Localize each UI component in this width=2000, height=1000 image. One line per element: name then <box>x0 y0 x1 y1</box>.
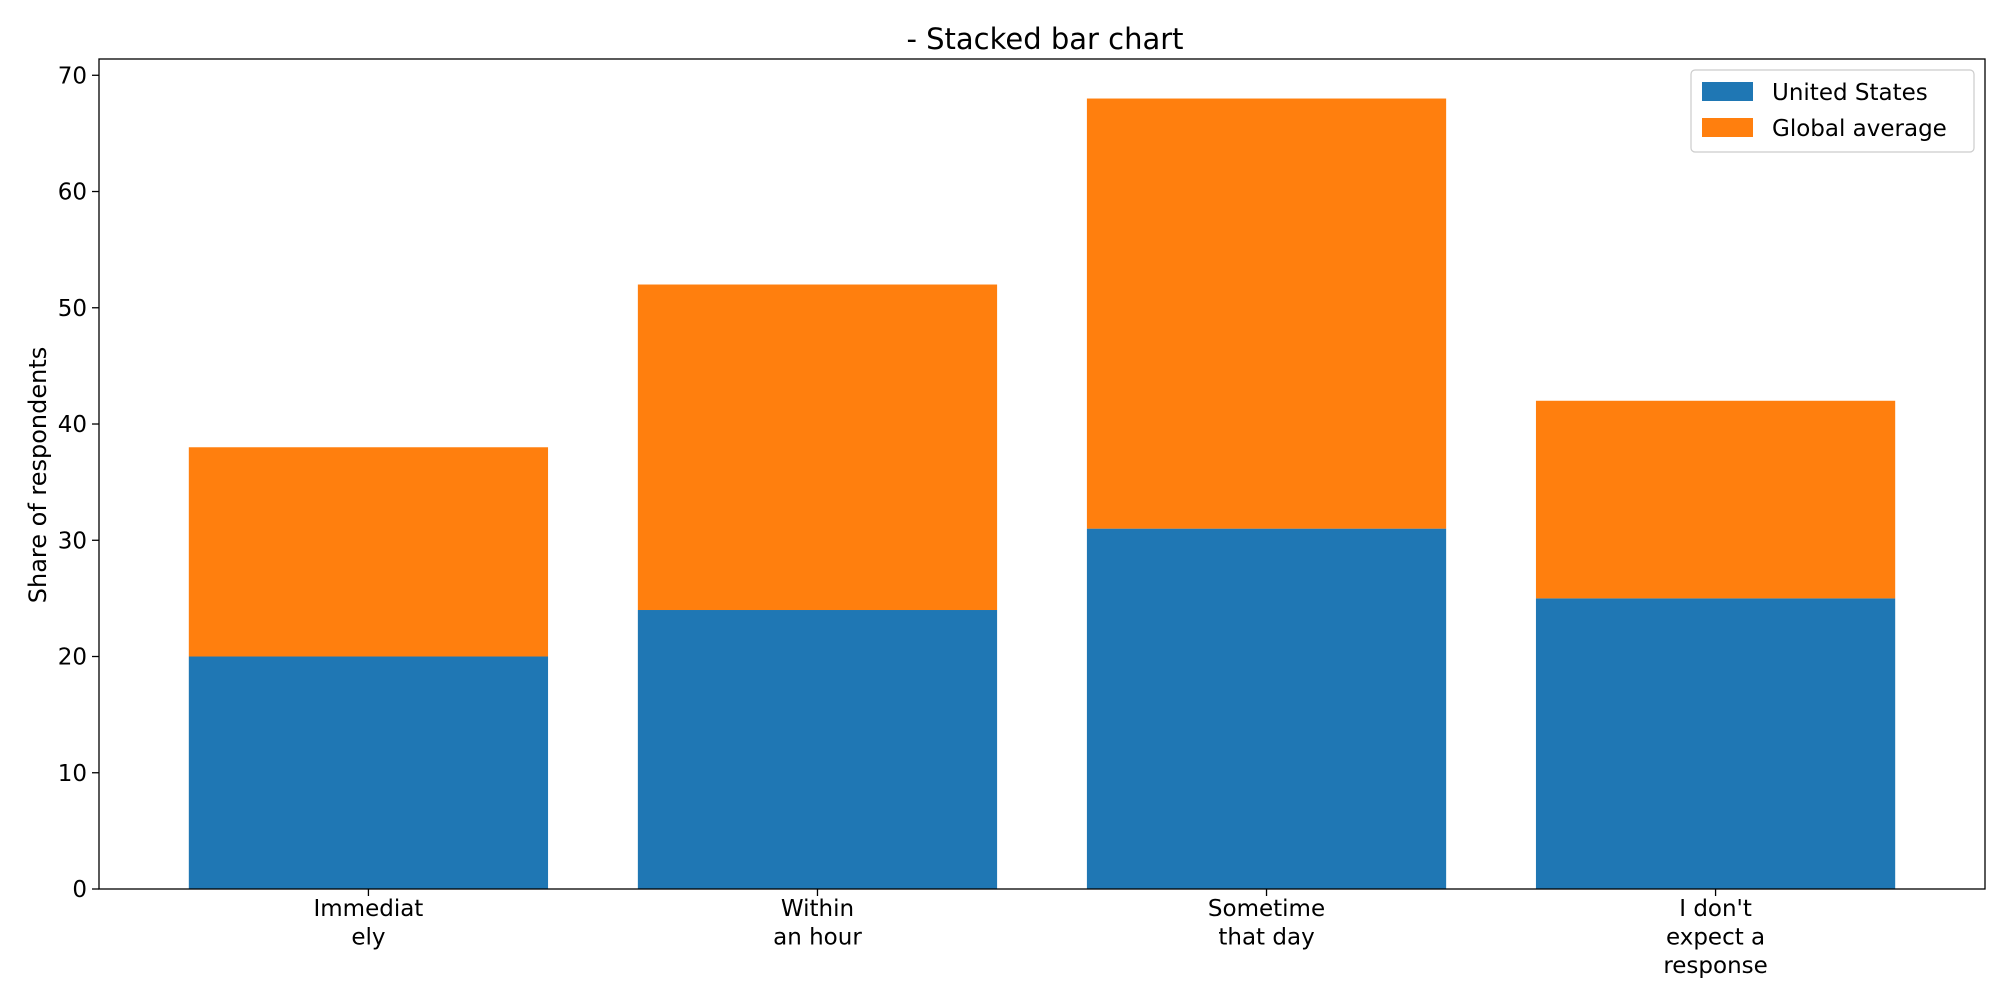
y-tick-label: 20 <box>58 645 87 671</box>
bar-global-average-0 <box>188 447 549 657</box>
legend: United States Global average <box>1690 69 1975 153</box>
plot-frame <box>98 58 1986 890</box>
x-tick-label: Sometime that day <box>1208 896 1325 951</box>
legend-label: Global average <box>1772 116 1947 142</box>
legend-swatch <box>1702 118 1753 137</box>
y-tick-label: 60 <box>58 180 87 206</box>
x-tick-label-line: expect a <box>1666 925 1765 951</box>
bar-united-states-2 <box>1086 528 1447 889</box>
axes-layer: 0 10 20 30 40 50 60 70 Immediat ely Within an hour S… <box>58 58 1986 979</box>
bar-united-states-1 <box>637 610 998 889</box>
legend-frame <box>1690 69 1975 153</box>
x-tick-label-line: Immediat <box>313 896 423 922</box>
bars-layer <box>188 98 1896 889</box>
x-tick-label-line: Within <box>781 896 854 922</box>
y-tick-label: 70 <box>58 63 87 89</box>
y-tick-label: 40 <box>58 412 87 438</box>
x-tick-label: Immediat ely <box>313 896 423 951</box>
bar-global-average-3 <box>1535 400 1896 599</box>
x-tick-label: Within an hour <box>773 896 862 951</box>
x-tick-label: I don't expect a response <box>1663 896 1767 979</box>
x-tick-label-line: that day <box>1218 925 1314 951</box>
y-axis-label: Share of respondents <box>24 347 52 604</box>
legend-label: United States <box>1772 80 1928 106</box>
bar-united-states-3 <box>1535 598 1896 889</box>
x-tick-label-line: an hour <box>773 925 862 951</box>
legend-swatch <box>1702 82 1753 101</box>
y-tick-label: 0 <box>72 877 87 903</box>
bar-united-states-0 <box>188 656 549 889</box>
bar-global-average-1 <box>637 284 998 611</box>
bar-global-average-2 <box>1086 98 1447 529</box>
y-tick-label: 10 <box>58 761 87 787</box>
x-tick-label-line: ely <box>351 925 385 951</box>
y-tick-label: 50 <box>58 296 87 322</box>
x-tick-label-line: response <box>1663 953 1767 979</box>
x-tick-label-line: Sometime <box>1208 896 1325 922</box>
x-tick-label-line: I don't <box>1679 896 1752 922</box>
chart-title: - Stacked bar chart <box>906 22 1183 56</box>
y-tick-label: 30 <box>58 528 87 554</box>
